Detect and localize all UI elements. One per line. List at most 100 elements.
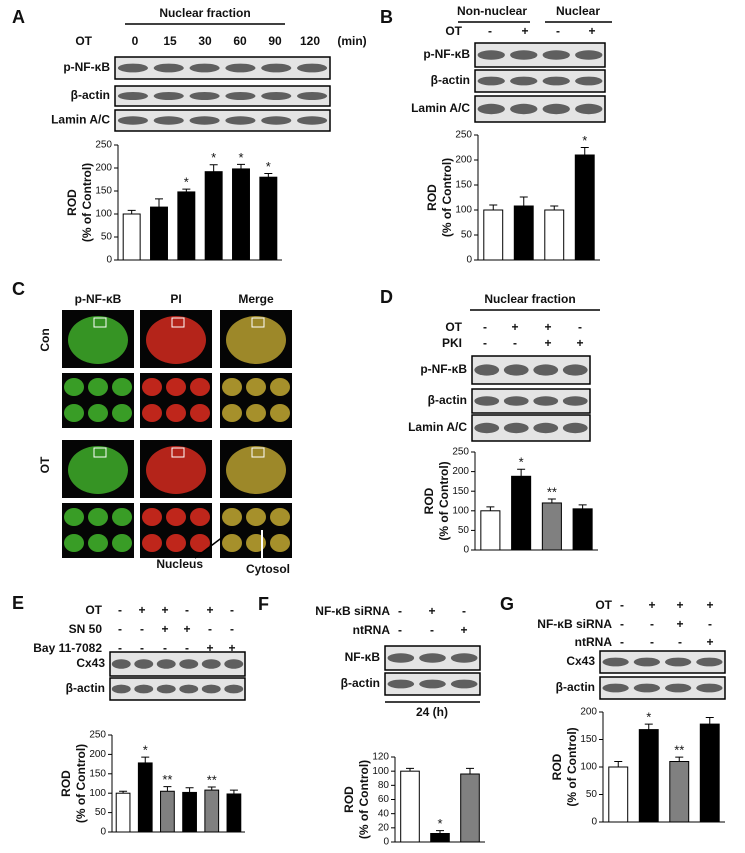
bar xyxy=(160,790,175,833)
y-tick-label: 250 xyxy=(455,130,472,141)
condition-label: Bay 11-7082 xyxy=(33,641,102,655)
band xyxy=(189,92,220,100)
band xyxy=(602,657,629,667)
error-bar xyxy=(519,196,528,206)
condition-mark: + xyxy=(511,320,518,334)
y-tick-label: 100 xyxy=(455,205,472,216)
y-tick-label: 200 xyxy=(580,707,597,718)
band xyxy=(665,657,692,667)
band xyxy=(633,683,660,693)
condition-mark: 120 xyxy=(300,34,320,48)
significance: ** xyxy=(162,772,172,787)
condition-mark: - xyxy=(118,603,122,617)
cell xyxy=(166,378,186,396)
header: Nuclear fraction xyxy=(484,292,575,306)
cell xyxy=(64,404,84,422)
blot xyxy=(114,109,331,132)
band xyxy=(419,679,446,689)
error-bar xyxy=(237,163,245,169)
band xyxy=(225,63,256,73)
blot-label: Cx43 xyxy=(76,656,105,670)
y-tick-label: 60 xyxy=(378,794,390,805)
band xyxy=(510,50,538,60)
y-axis-label: ROD xyxy=(59,770,73,797)
bar xyxy=(460,773,480,843)
condition-mark: - xyxy=(556,24,560,38)
blot-label: Lamin A/C xyxy=(51,113,110,127)
y-tick-label: 80 xyxy=(378,780,390,791)
row-label: OT xyxy=(38,456,52,473)
band xyxy=(111,684,131,694)
error-bar xyxy=(185,787,194,793)
y-axis-label: ROD xyxy=(422,487,436,514)
band xyxy=(261,92,292,100)
condition-mark: - xyxy=(462,604,466,618)
condition-label: ntRNA xyxy=(575,635,613,649)
condition-label: ntRNA xyxy=(353,623,391,637)
condition-mark: - xyxy=(118,622,122,636)
cell xyxy=(142,404,162,422)
column-label: PI xyxy=(170,292,181,306)
blot-label: NF-κB xyxy=(345,650,381,664)
error-bar xyxy=(675,756,684,762)
band xyxy=(450,653,478,663)
condition-mark: + xyxy=(648,598,655,612)
condition-mark: + xyxy=(588,24,595,38)
error-bar xyxy=(466,767,474,774)
band xyxy=(297,116,328,125)
y-axis-label: ROD xyxy=(342,786,356,813)
bar xyxy=(541,502,562,551)
bar xyxy=(150,206,168,261)
blot xyxy=(109,677,246,701)
band xyxy=(225,92,256,100)
blot-label: Cx43 xyxy=(566,654,595,668)
blot-label: p-NF-κB xyxy=(63,60,110,74)
y-tick-label: 100 xyxy=(372,766,389,777)
band xyxy=(474,364,500,376)
band xyxy=(297,92,328,100)
band xyxy=(117,63,148,73)
error-bar xyxy=(486,506,495,511)
blot-label: β-actin xyxy=(71,88,110,102)
condition-label: OT xyxy=(445,320,462,334)
cell xyxy=(190,508,210,526)
band xyxy=(189,116,220,125)
band xyxy=(419,653,446,663)
inset-box xyxy=(171,317,185,328)
y-tick-label: 0 xyxy=(466,255,472,266)
y-tick-label: 250 xyxy=(89,730,106,741)
condition-mark: + xyxy=(676,617,683,631)
condition-mark: - xyxy=(208,622,212,636)
cell xyxy=(112,378,132,396)
y-tick-label: 100 xyxy=(95,209,112,220)
cell xyxy=(88,534,108,552)
condition-mark: + xyxy=(706,635,713,649)
error-bar xyxy=(547,498,556,503)
condition-mark: - xyxy=(650,635,654,649)
band xyxy=(477,103,505,115)
y-axis-label: (% of Control) xyxy=(74,744,88,823)
y-tick-label: 250 xyxy=(95,140,112,151)
panel-letter: F xyxy=(258,594,269,614)
panel-letter: D xyxy=(380,287,393,307)
blot-label: β-actin xyxy=(431,73,470,87)
y-axis-label: (% of Control) xyxy=(357,760,371,839)
y-tick-label: 120 xyxy=(372,752,389,763)
error-bar xyxy=(517,468,526,477)
header: Nuclear xyxy=(556,4,600,18)
y-tick-label: 150 xyxy=(580,734,597,745)
condition-mark: - xyxy=(620,617,624,631)
condition-mark: + xyxy=(161,622,168,636)
condition-mark: - xyxy=(513,336,517,350)
condition-mark: - xyxy=(650,617,654,631)
cell xyxy=(64,508,84,526)
tissue xyxy=(68,316,128,364)
condition-mark: + xyxy=(138,603,145,617)
condition-mark: + xyxy=(676,598,683,612)
bar xyxy=(204,789,220,833)
bar xyxy=(669,761,690,823)
band xyxy=(542,76,570,86)
band xyxy=(134,659,154,669)
significance: * xyxy=(184,175,189,190)
